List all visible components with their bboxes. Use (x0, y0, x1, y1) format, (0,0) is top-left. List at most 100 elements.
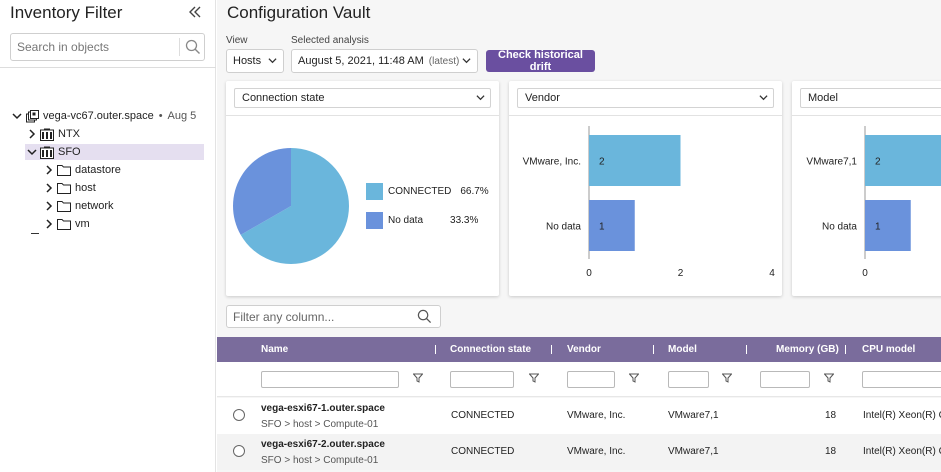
card-divider (509, 115, 782, 116)
analysis-select[interactable]: August 5, 2021, 11:48 AM (latest) (291, 49, 478, 73)
check-historical-drift-button[interactable]: Check historical drift (486, 49, 595, 73)
cpu-model-cell: Intel(R) Xeon(R) C (863, 446, 941, 457)
table-row[interactable]: vega-esxi67-2.outer.space SFO > host > C… (217, 434, 941, 470)
view-select[interactable]: Hosts (226, 49, 284, 73)
vendor-bar-chart: VMware, Inc. 2 No data 1 0 2 4 (523, 126, 775, 279)
chevron-right-icon[interactable] (42, 219, 56, 229)
tree-node-host[interactable]: host (42, 180, 96, 196)
object-search (10, 33, 205, 61)
tree-node-vcenter[interactable]: vega-vc67.outer.space • Aug 5 (10, 108, 196, 124)
table-row[interactable]: vega-esxi67-1.outer.space SFO > host > C… (217, 398, 941, 434)
bar (865, 200, 911, 251)
panel-divider (0, 67, 216, 68)
pie-slice-no-data (233, 148, 291, 235)
row-select-radio[interactable] (233, 409, 245, 421)
card-divider (792, 115, 941, 116)
card-select-label: Model (808, 92, 838, 104)
tree-node-label: SFO (58, 146, 81, 158)
chevron-down-icon (462, 56, 471, 68)
host-name[interactable]: vega-esxi67-1.outer.space (261, 403, 385, 414)
column-header-memory[interactable]: Memory (GB) (776, 344, 839, 355)
host-path: SFO > host > Compute-01 (261, 455, 379, 466)
search-icon[interactable] (185, 39, 201, 58)
folder-icon (56, 182, 72, 194)
card-select-label: Connection state (242, 92, 325, 104)
folder-icon (56, 164, 72, 176)
column-header-cpu-model[interactable]: CPU model (862, 344, 916, 355)
tree-node-network[interactable]: network (42, 198, 114, 214)
filter-icon[interactable] (629, 373, 639, 383)
column-resizer[interactable] (551, 345, 552, 354)
search-icon[interactable] (417, 309, 432, 327)
vendor-filter-input[interactable] (567, 371, 615, 388)
legend-percent: 33.3% (450, 215, 479, 226)
column-resizer[interactable] (653, 345, 654, 354)
memory-filter-input[interactable] (760, 371, 810, 388)
vendor-card: Vendor VMware, Inc. 2 No data 1 0 2 4 (509, 81, 782, 296)
tree-node-ntx[interactable]: NTX (25, 126, 80, 142)
legend-item-connected: CONNECTED 66.7% (366, 183, 489, 200)
chevron-right-icon[interactable] (42, 201, 56, 211)
column-filter-input[interactable] (227, 306, 412, 327)
analysis-label: Selected analysis (291, 35, 369, 46)
filter-icon[interactable] (722, 373, 732, 383)
column-header-name[interactable]: Name (261, 344, 289, 355)
column-resizer[interactable] (746, 345, 747, 354)
model-select[interactable]: Model (800, 88, 941, 108)
chevron-down-icon (476, 93, 485, 105)
chevron-right-icon[interactable] (42, 183, 56, 193)
vendor-cell: VMware, Inc. (567, 410, 626, 421)
filter-icon[interactable] (529, 373, 539, 383)
chevron-right-icon[interactable] (42, 165, 56, 175)
data-label: 1 (599, 222, 605, 233)
model-bar-chart: VMware7,1 2 No data 1 0 (806, 126, 941, 279)
column-header-vendor[interactable]: Vendor (567, 344, 601, 355)
tick-label: 2 (678, 268, 684, 279)
category-label: No data (822, 222, 857, 233)
vendor-cell: VMware, Inc. (567, 446, 626, 457)
column-header-model[interactable]: Model (668, 344, 697, 355)
legend-label: CONNECTED (388, 186, 452, 197)
tree-node-sfo[interactable]: SFO (25, 144, 204, 160)
chevron-down-icon[interactable] (25, 147, 39, 157)
bar (589, 135, 681, 186)
column-resizer[interactable] (435, 345, 436, 354)
connection-state-card: Connection state CONNECTED 66.7% No data… (226, 81, 499, 296)
tree-node-label: host (75, 182, 96, 194)
latest-tag: (latest) (428, 55, 460, 67)
tree-node-label: vega-vc67.outer.space (43, 110, 154, 122)
column-header-connection-state[interactable]: Connection state (450, 344, 532, 355)
chevron-down-icon (268, 56, 277, 68)
memory-cell: 18 (825, 410, 837, 421)
host-path: SFO > host > Compute-01 (261, 419, 379, 430)
object-search-input[interactable] (11, 34, 179, 60)
model-filter-input[interactable] (668, 371, 709, 388)
folder-icon (56, 218, 72, 230)
connection-state-filter-input[interactable] (450, 371, 514, 388)
chevron-right-icon[interactable] (25, 129, 39, 139)
data-label: 2 (599, 157, 605, 168)
tree-node-datastore[interactable]: datastore (42, 162, 121, 178)
tree-node-bullet: • (158, 110, 163, 122)
row-select-radio[interactable] (233, 445, 245, 457)
connection-state-select[interactable]: Connection state (234, 88, 491, 108)
cpu-model-filter-input[interactable] (862, 371, 941, 388)
name-filter-input[interactable] (261, 371, 399, 388)
host-name[interactable]: vega-esxi67-2.outer.space (261, 439, 385, 450)
folder-icon (56, 200, 72, 212)
double-chevron-left-icon[interactable] (187, 4, 203, 25)
filter-icon[interactable] (824, 373, 834, 383)
category-label: No data (546, 222, 581, 233)
tree-node-vm[interactable]: vm (42, 216, 90, 232)
column-resizer[interactable] (845, 345, 846, 354)
legend-item-no-data: No data 33.3% (366, 212, 478, 229)
tree-node-label: NTX (58, 128, 80, 140)
chevron-down-icon[interactable] (10, 111, 24, 121)
vendor-select[interactable]: Vendor (517, 88, 774, 108)
category-label: VMware, Inc. (523, 157, 581, 168)
legend-swatch (366, 183, 383, 200)
tree-end-marker (31, 233, 39, 234)
tick-label: 0 (862, 268, 868, 279)
filter-icon[interactable] (413, 373, 423, 383)
data-label: 2 (875, 157, 881, 168)
